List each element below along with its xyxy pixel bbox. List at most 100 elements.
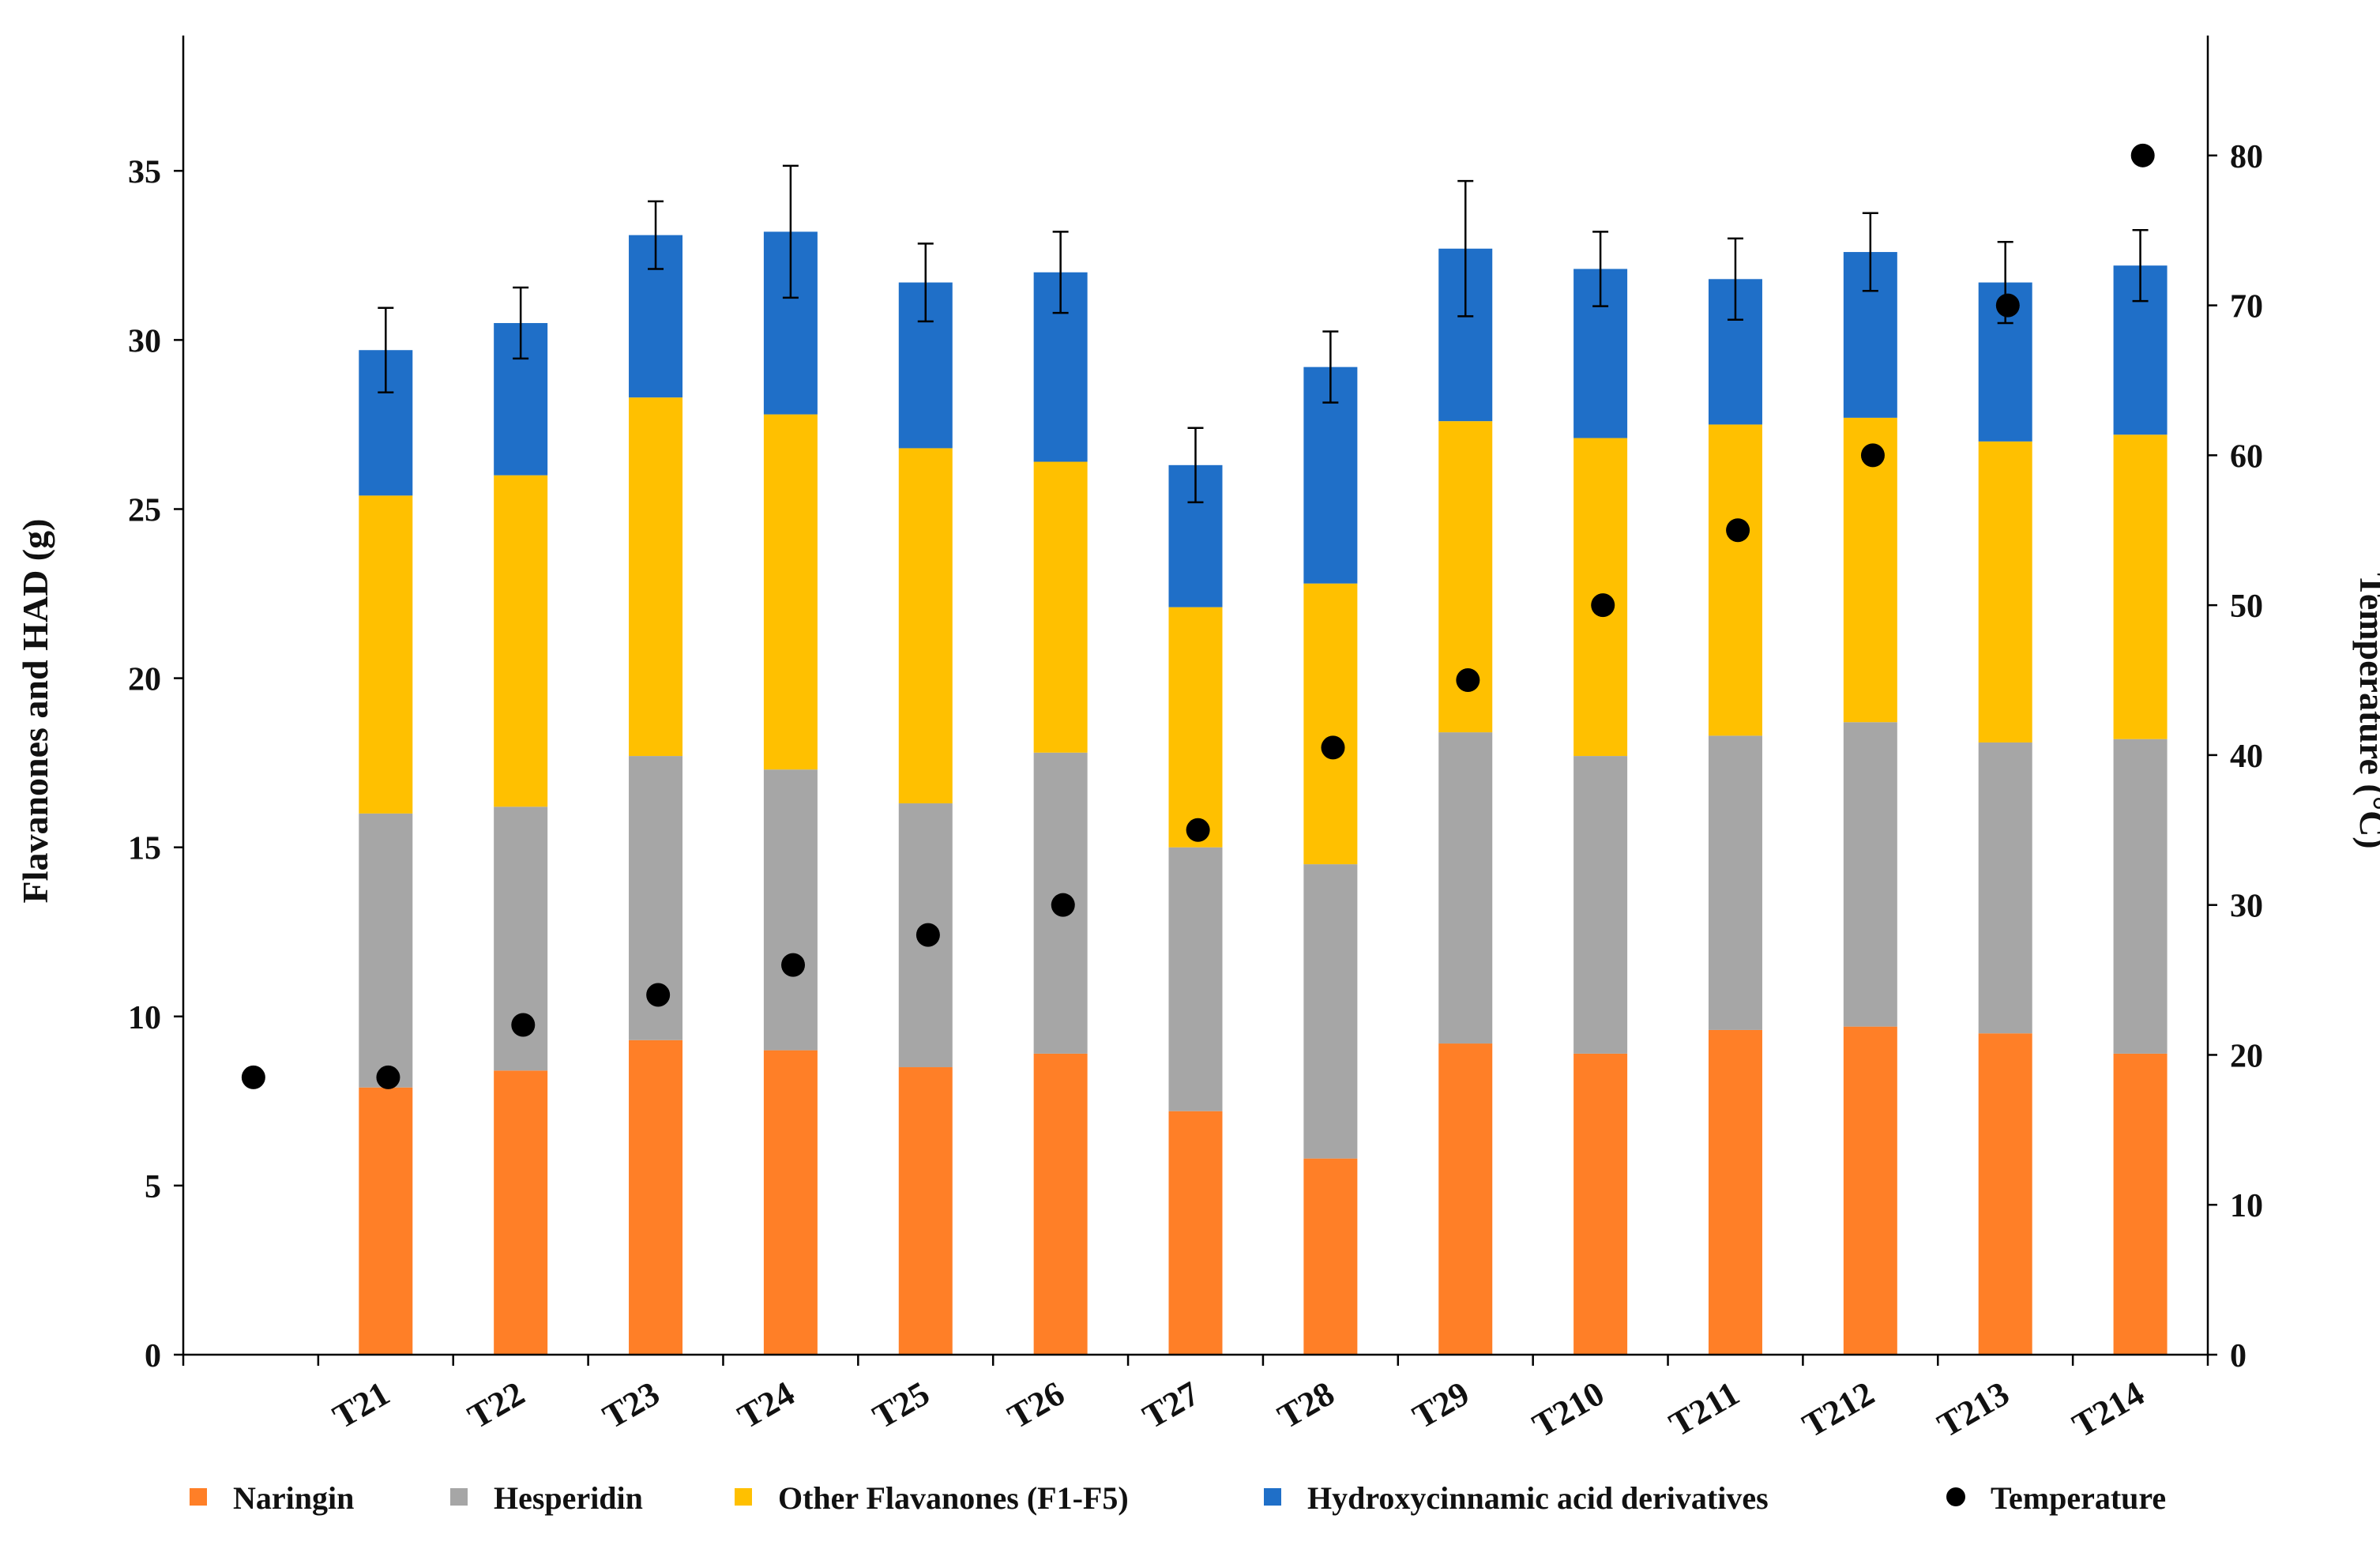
bar-naringin-t212 [1843,1026,1897,1355]
bar-other-flavanones-f1-f5-t23 [629,397,683,757]
bar-other-flavanones-f1-f5-t22 [494,475,548,807]
bar-hesperidin-t213 [1978,742,2032,1034]
y-right-tick-label: 50 [2230,588,2263,625]
y-left-tick-label: 25 [128,492,161,528]
x-tick-label-t214: T214 [2066,1374,2150,1445]
bar-naringin-t27 [1168,1111,1223,1355]
y-left-tick-label: 10 [128,1000,161,1036]
y-right-tick-label: 60 [2230,438,2263,475]
plot-area [241,143,2168,1355]
y-left-tick-label: 0 [145,1338,161,1374]
x-tick-label-t213: T213 [1931,1374,2016,1445]
bar-hesperidin-t28 [1303,864,1358,1159]
legend-label-naringin: Naringin [233,1480,354,1516]
bar-hesperidin-t211 [1708,735,1762,1030]
y-left-tick-label: 5 [145,1169,161,1205]
temperature-point-t23 [646,983,671,1007]
y-right-tick-label: 70 [2230,289,2263,325]
x-tick-label-t25: T25 [867,1374,936,1436]
y-right-tick-label: 30 [2230,889,2263,925]
temperature-point-t212 [1860,443,1885,468]
y-right-tick-label: 80 [2230,139,2263,175]
legend-swatch-hesperidin [450,1488,468,1506]
y-right-tick-label: 10 [2230,1188,2263,1224]
x-tick-label-t23: T23 [596,1374,666,1436]
y-right-tick-label: 0 [2230,1338,2247,1374]
bar-naringin-t29 [1438,1043,1493,1355]
temperature-point-t27 [1186,818,1210,842]
y-left-tick-label: 35 [128,154,161,190]
x-tick-label-t211: T211 [1663,1374,1746,1444]
temperature-point-t210 [1591,593,1615,618]
legend-label-hydroxycinnamic-acid-derivatives: Hydroxycinnamic acid derivatives [1307,1480,1769,1516]
x-tick-label-t210: T210 [1526,1374,1611,1445]
bar-hesperidin-t24 [763,769,818,1051]
bar-other-flavanones-f1-f5-t213 [1978,441,2032,743]
error-bars-group [378,164,2149,504]
bar-other-flavanones-f1-f5-t28 [1303,583,1358,865]
temperature-point-t26 [1051,893,1075,917]
bar-hesperidin-t29 [1438,732,1493,1044]
legend-swatch-other-flavanones-f1-f5 [735,1488,752,1506]
legend-swatch-hydroxycinnamic-acid-derivatives [1264,1488,1281,1506]
bar-other-flavanones-f1-f5-t27 [1168,607,1223,848]
bar-naringin-t21 [359,1087,413,1355]
bar-other-flavanones-f1-f5-t25 [898,448,953,804]
temperature-point-t214 [2130,143,2155,167]
bar-naringin-t22 [494,1070,548,1355]
y-left-tick-label: 30 [128,323,161,359]
x-tick-label-t22: T22 [461,1374,531,1436]
bar-naringin-t210 [1574,1053,1628,1355]
x-tick-label-t24: T24 [731,1374,801,1436]
bar-other-flavanones-f1-f5-t211 [1708,424,1762,736]
bar-naringin-t26 [1033,1053,1088,1355]
temperature-points-group [241,143,2155,1089]
bar-other-flavanones-f1-f5-t26 [1033,461,1088,753]
temperature-point-t22 [511,1013,536,1037]
x-tick-label-t212: T212 [1796,1374,1881,1445]
legend-label-hesperidin: Hesperidin [494,1480,643,1516]
legend-label-other-flavanones-f1-f5: Other Flavanones (F1-F5) [778,1480,1129,1516]
bars-group [359,231,2168,1355]
legend: Naringin Hesperidin Other Flavanones (F1-F… [190,1480,2166,1516]
bar-hesperidin-t21 [359,813,413,1088]
temperature-point-t29 [1456,668,1480,693]
y-left-tick-label: 15 [128,831,161,867]
bar-naringin-t211 [1708,1029,1762,1355]
bar-other-flavanones-f1-f5-t21 [359,495,413,814]
y-axis-title-right: Temperature (°C) [2352,573,2380,848]
bar-naringin-t24 [763,1050,818,1355]
y-right-tick-label: 40 [2230,739,2263,775]
bar-naringin-t23 [629,1040,683,1355]
temperature-point-t28 [1321,735,1345,760]
y-right-tick-label: 20 [2230,1038,2263,1074]
bar-hesperidin-t210 [1574,756,1628,1054]
bar-other-flavanones-f1-f5-t24 [763,414,818,770]
bar-naringin-t214 [2113,1053,2168,1355]
legend-swatch-naringin [190,1488,207,1506]
bar-naringin-t213 [1978,1033,2032,1355]
legend-swatch-temperature [1946,1487,1965,1506]
bar-hesperidin-t214 [2113,739,2168,1054]
bar-naringin-t25 [898,1067,953,1355]
x-tick-label-t21: T21 [326,1374,396,1436]
temperature-point-t213 [1995,293,2020,318]
x-tick-label-t28: T28 [1271,1374,1340,1436]
bar-naringin-t28 [1303,1158,1358,1355]
x-tick-label-t27: T27 [1136,1374,1205,1436]
temperature-point-t21 [376,1065,400,1089]
x-tick-label-t29: T29 [1406,1374,1476,1436]
temperature-point-start [241,1065,265,1089]
legend-label-temperature: Temperature [1991,1480,2166,1516]
temperature-point-t25 [916,923,940,947]
bar-hesperidin-t212 [1843,722,1897,1027]
temperature-point-t24 [781,953,806,977]
y-left-tick-label: 20 [128,662,161,698]
bar-other-flavanones-f1-f5-t212 [1843,417,1897,723]
x-tick-label-t26: T26 [1002,1374,1071,1436]
bar-hesperidin-t27 [1168,847,1223,1111]
bar-other-flavanones-f1-f5-t214 [2113,434,2168,739]
y-axis-title-left: Flavanones and HAD (g) [15,519,55,904]
temperature-point-t211 [1726,518,1750,543]
